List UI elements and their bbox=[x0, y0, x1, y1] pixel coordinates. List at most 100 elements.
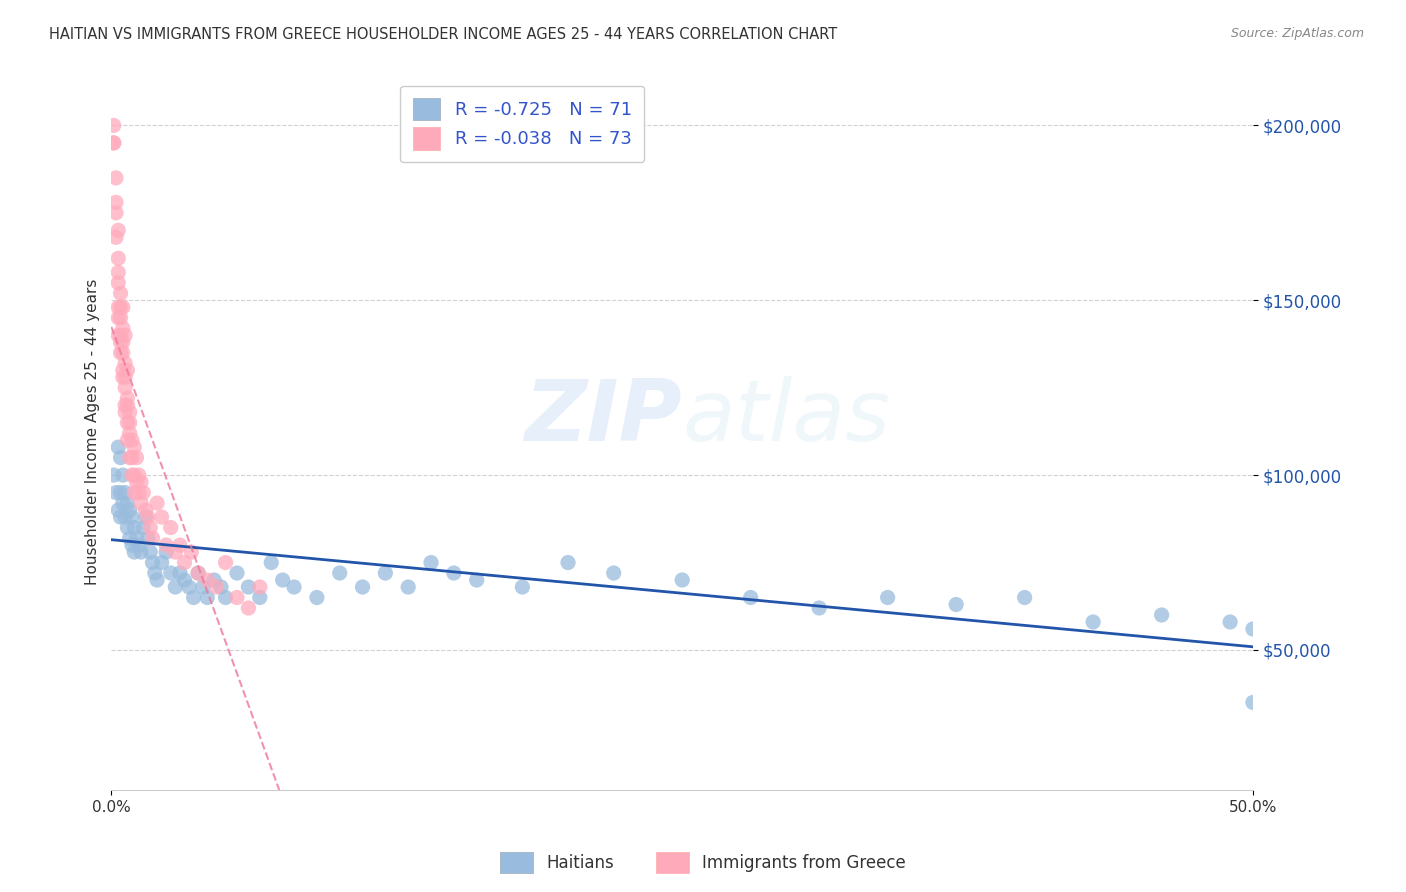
Point bbox=[125, 475, 148, 489]
Point bbox=[118, 450, 141, 465]
Text: HAITIAN VS IMMIGRANTS FROM GREECE HOUSEHOLDER INCOME AGES 25 - 44 YEARS CORRELAT: HAITIAN VS IMMIGRANTS FROM GREECE HOUSEH… bbox=[49, 27, 838, 42]
Point bbox=[808, 601, 831, 615]
Point bbox=[202, 573, 225, 587]
Point bbox=[104, 195, 127, 210]
Point bbox=[111, 321, 134, 335]
Point bbox=[121, 468, 143, 483]
Point bbox=[121, 538, 143, 552]
Point bbox=[169, 538, 191, 552]
Point bbox=[128, 485, 150, 500]
Point bbox=[111, 496, 134, 510]
Point bbox=[114, 381, 136, 395]
Point bbox=[183, 591, 205, 605]
Point bbox=[128, 468, 150, 483]
Point bbox=[111, 345, 134, 359]
Point bbox=[1241, 622, 1264, 636]
Point bbox=[141, 531, 163, 545]
Point bbox=[165, 545, 187, 559]
Point bbox=[195, 573, 218, 587]
Point bbox=[110, 300, 132, 314]
Point bbox=[114, 405, 136, 419]
Point bbox=[146, 496, 169, 510]
Point bbox=[136, 510, 159, 524]
Point bbox=[159, 520, 181, 534]
Point bbox=[114, 398, 136, 412]
Point bbox=[1219, 615, 1241, 629]
Point bbox=[132, 485, 155, 500]
Point bbox=[238, 601, 260, 615]
Point bbox=[107, 310, 129, 325]
Point bbox=[117, 398, 139, 412]
Point bbox=[114, 510, 136, 524]
Point bbox=[260, 556, 283, 570]
Point bbox=[121, 433, 143, 447]
Point bbox=[173, 573, 195, 587]
Point bbox=[103, 136, 125, 150]
Point bbox=[155, 538, 177, 552]
Point bbox=[187, 566, 209, 580]
Point bbox=[118, 405, 141, 419]
Point bbox=[111, 335, 134, 350]
Point bbox=[125, 450, 148, 465]
Point bbox=[122, 520, 145, 534]
Point bbox=[209, 580, 232, 594]
Point bbox=[187, 566, 209, 580]
Point bbox=[110, 485, 132, 500]
Point bbox=[305, 591, 328, 605]
Point bbox=[143, 566, 166, 580]
Point bbox=[117, 416, 139, 430]
Point bbox=[118, 531, 141, 545]
Point bbox=[107, 276, 129, 290]
Point bbox=[103, 136, 125, 150]
Point bbox=[374, 566, 396, 580]
Point bbox=[122, 485, 145, 500]
Point bbox=[107, 503, 129, 517]
Point bbox=[117, 496, 139, 510]
Point bbox=[121, 450, 143, 465]
Point bbox=[740, 591, 762, 605]
Point bbox=[104, 485, 127, 500]
Point bbox=[557, 556, 579, 570]
Point bbox=[104, 206, 127, 220]
Point bbox=[155, 545, 177, 559]
Point bbox=[121, 510, 143, 524]
Point bbox=[107, 252, 129, 266]
Point bbox=[177, 580, 200, 594]
Point bbox=[135, 503, 157, 517]
Point bbox=[169, 566, 191, 580]
Point bbox=[165, 580, 187, 594]
Point bbox=[1014, 591, 1036, 605]
Point bbox=[214, 556, 236, 570]
Point bbox=[107, 300, 129, 314]
Point bbox=[1081, 615, 1104, 629]
Point bbox=[671, 573, 693, 587]
Point bbox=[117, 391, 139, 405]
Point bbox=[104, 230, 127, 244]
Point bbox=[110, 335, 132, 350]
Point bbox=[125, 531, 148, 545]
Point bbox=[111, 370, 134, 384]
Point bbox=[110, 450, 132, 465]
Point bbox=[110, 310, 132, 325]
Point bbox=[205, 580, 228, 594]
Point bbox=[104, 170, 127, 185]
Point bbox=[249, 580, 271, 594]
Text: Source: ZipAtlas.com: Source: ZipAtlas.com bbox=[1230, 27, 1364, 40]
Point bbox=[150, 510, 173, 524]
Point bbox=[103, 119, 125, 133]
Point bbox=[512, 580, 534, 594]
Legend: Haitians, Immigrants from Greece: Haitians, Immigrants from Greece bbox=[494, 846, 912, 880]
Point bbox=[111, 468, 134, 483]
Point bbox=[195, 591, 218, 605]
Point bbox=[159, 566, 181, 580]
Point bbox=[139, 545, 162, 559]
Point bbox=[191, 580, 214, 594]
Point bbox=[1241, 695, 1264, 709]
Point bbox=[180, 545, 202, 559]
Point bbox=[214, 591, 236, 605]
Point bbox=[249, 591, 271, 605]
Point bbox=[110, 286, 132, 301]
Point bbox=[110, 328, 132, 343]
Point bbox=[114, 328, 136, 343]
Point bbox=[465, 573, 488, 587]
